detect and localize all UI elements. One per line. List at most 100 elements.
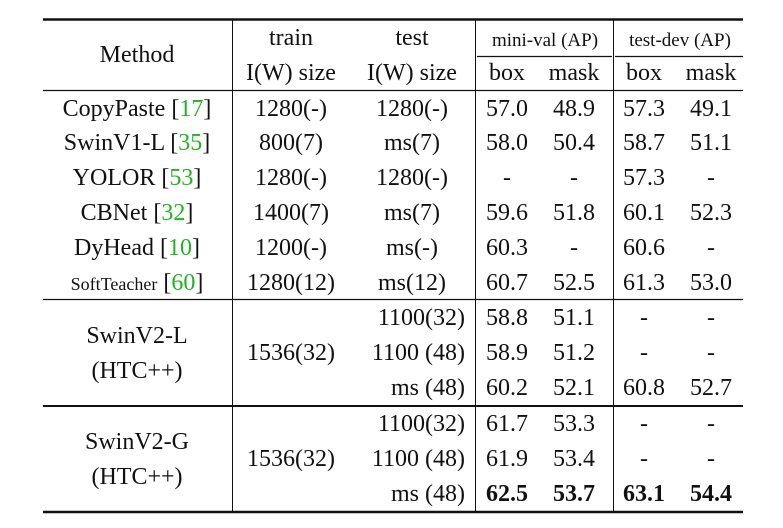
test-size-cell: ms (48): [391, 481, 465, 507]
minival-box-cell: 62.5: [486, 481, 528, 507]
citation-number: 10: [168, 235, 192, 261]
method-cell: CopyPaste [17]: [63, 96, 212, 122]
group-method-line1: SwinV2-L: [86, 323, 187, 349]
method-cell: SoftTeacher [60]: [71, 270, 204, 296]
testdev-mask-cell: -: [707, 305, 715, 331]
testdev-mask-cell: -: [707, 411, 715, 437]
testdev-mask-cell: -: [707, 340, 715, 366]
testdev-mask-cell: 53.0: [690, 270, 732, 296]
testdev-box-cell: -: [640, 305, 648, 331]
table-rules: [43, 18, 743, 514]
testdev-mask-cell: 52.3: [690, 200, 732, 226]
test-size-cell: 1100(32): [378, 411, 465, 437]
train-size-cell: 800(7): [259, 130, 323, 156]
minival-box-cell: 61.9: [486, 446, 528, 472]
citation-number: 53: [169, 165, 193, 191]
testdev-box-cell: 63.1: [623, 481, 665, 507]
minival-box-cell: 59.6: [486, 200, 528, 226]
test-size-cell: 1280(-): [376, 96, 448, 122]
train-size-cell: 1280(-): [255, 96, 327, 122]
testdev-box-cell: -: [640, 446, 648, 472]
header-minival-mask: mask: [549, 60, 600, 86]
table-row: DyHead [10] 1200(-) ms(-) 60.3 - 60.6 -: [74, 235, 715, 261]
table-row: 1100(32) 58.8 51.1 - -: [378, 305, 715, 331]
minival-box-cell: 58.9: [486, 340, 528, 366]
minival-box-cell: 58.8: [486, 305, 528, 331]
table-row: CBNet [32] 1400(7) ms(7) 59.6 51.8 60.1 52.3: [81, 200, 732, 226]
minival-mask-cell: -: [570, 235, 578, 261]
testdev-box-cell: 61.3: [623, 270, 665, 296]
testdev-mask-cell: -: [707, 165, 715, 191]
citation-number: 35: [178, 130, 202, 156]
minival-mask-cell: 52.1: [553, 375, 595, 401]
testdev-box-cell: 58.7: [623, 130, 665, 156]
table-header: Method train I(W) size test I(W) size mi…: [100, 25, 737, 86]
test-size-cell: 1100 (48): [372, 446, 465, 472]
minival-box-cell: -: [503, 165, 511, 191]
method-cell: YOLOR [53]: [73, 165, 202, 191]
citation-bracket: [: [164, 130, 178, 156]
citation-bracket: [: [157, 270, 171, 296]
citation-bracket: [: [155, 165, 169, 191]
method-name: YOLOR: [73, 165, 156, 191]
table-row: 1100 (48) 58.9 51.2 - -: [372, 340, 715, 366]
minival-box-cell: 57.0: [486, 96, 528, 122]
table-body: CopyPaste [17] 1280(-) 1280(-) 57.0 48.9 57.3…: [63, 96, 732, 507]
test-size-cell: 1100(32): [378, 305, 465, 331]
minival-box-cell: 60.3: [486, 235, 528, 261]
table-row: CopyPaste [17] 1280(-) 1280(-) 57.0 48.9 57.3…: [63, 96, 732, 122]
citation-bracket: ]: [185, 200, 193, 226]
header-testdev-mask: mask: [686, 60, 737, 86]
testdev-mask-cell: -: [707, 446, 715, 472]
header-test-line1: test: [395, 25, 429, 51]
method-cell: SwinV1-L [35]: [64, 130, 210, 156]
minival-mask-cell: 53.7: [553, 481, 595, 507]
minival-mask-cell: 50.4: [553, 130, 595, 156]
citation-bracket: ]: [203, 96, 211, 122]
test-size-cell: ms (48): [391, 375, 465, 401]
minival-box-cell: 60.7: [486, 270, 528, 296]
citation-bracket: ]: [195, 270, 203, 296]
minival-mask-cell: 51.8: [553, 200, 595, 226]
citation-number: 17: [179, 96, 203, 122]
train-size-cell: 1400(7): [253, 200, 329, 226]
header-minival-box: box: [489, 60, 525, 86]
table-row: 1100(32) 61.7 53.3 - -: [378, 411, 715, 437]
table-row: YOLOR [53] 1280(-) 1280(-) - - 57.3 -: [73, 165, 715, 191]
citation-bracket: ]: [202, 130, 210, 156]
testdev-mask-cell: 52.7: [690, 375, 732, 401]
table-row: SoftTeacher [60] 1280(12) ms(12) 60.7 52.5 61…: [71, 270, 732, 296]
citation-bracket: [: [147, 200, 161, 226]
method-name: CBNet: [81, 200, 148, 226]
testdev-box-cell: 60.6: [623, 235, 665, 261]
train-size-cell: 1200(-): [255, 235, 327, 261]
test-size-cell: ms(12): [378, 270, 446, 296]
testdev-box-cell: -: [640, 411, 648, 437]
minival-mask-cell: -: [570, 165, 578, 191]
model-group: SwinV2-G (HTC++) 1536(32) 1100(32) 61.7 53.3 -…: [85, 411, 732, 507]
group-method-line2: (HTC++): [91, 464, 182, 490]
testdev-mask-cell: 49.1: [690, 96, 732, 122]
table-row: 1100 (48) 61.9 53.4 - -: [372, 446, 715, 472]
group-method-line2: (HTC++): [91, 358, 182, 384]
test-size-cell: ms(7): [384, 200, 440, 226]
testdev-box-cell: 60.1: [623, 200, 665, 226]
test-size-cell: ms(-): [386, 235, 438, 261]
method-name: SwinV1-L: [64, 130, 165, 156]
testdev-box-cell: 57.3: [623, 96, 665, 122]
minival-box-cell: 60.2: [486, 375, 528, 401]
table-row: ms (48) 62.5 53.7 63.1 54.4: [391, 481, 732, 507]
table-row: ms (48) 60.2 52.1 60.8 52.7: [391, 375, 732, 401]
citation-bracket: ]: [193, 165, 201, 191]
testdev-box-cell: 60.8: [623, 375, 665, 401]
header-testdev-group: test-dev (AP): [629, 30, 731, 51]
test-size-cell: ms(7): [384, 130, 440, 156]
minival-box-cell: 58.0: [486, 130, 528, 156]
group-train-size: 1536(32): [247, 446, 335, 472]
header-train-line1: train: [269, 25, 313, 51]
model-group: SwinV2-L (HTC++) 1536(32) 1100(32) 58.8 51.1 -…: [86, 305, 732, 401]
header-train-line2: I(W) size: [246, 60, 336, 86]
method-name: CopyPaste: [63, 96, 166, 122]
testdev-mask-cell: 51.1: [690, 130, 732, 156]
header-minival-group: mini-val (AP): [492, 30, 598, 51]
